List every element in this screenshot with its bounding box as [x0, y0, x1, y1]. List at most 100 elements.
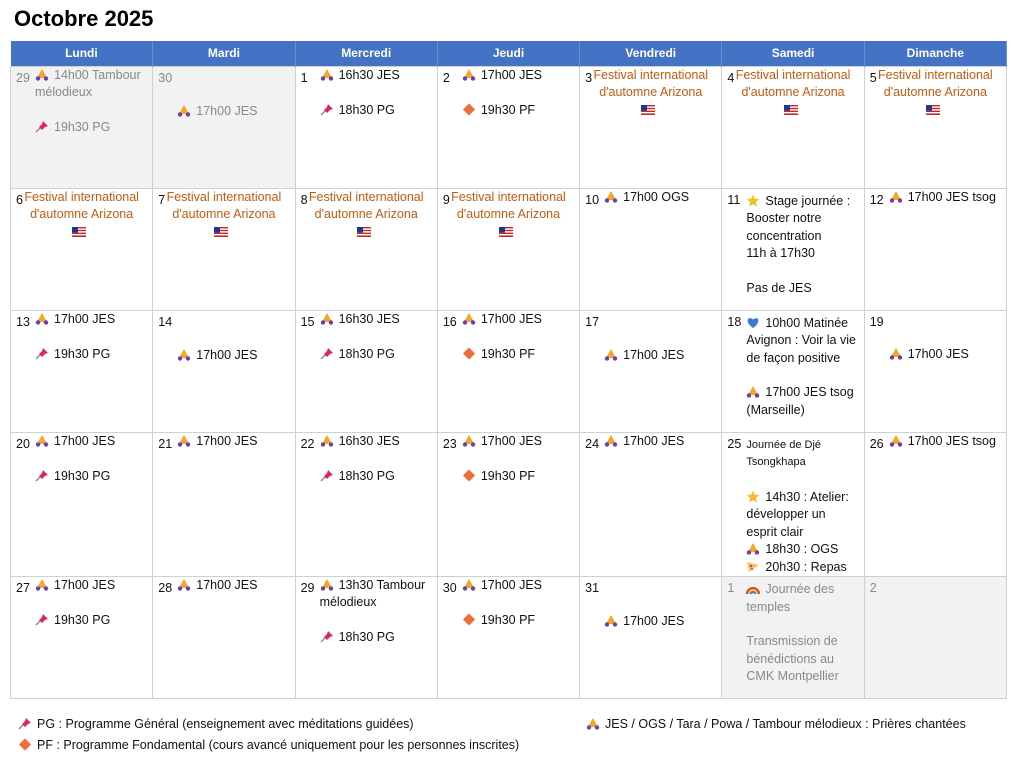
pin-icon: [18, 717, 32, 730]
day-cell[interactable]: 21 17h00 JES: [152, 431, 296, 577]
day-cell[interactable]: 16 17h00 JES 19h30 PF: [436, 309, 581, 433]
event[interactable]: 18h30 : OGS: [746, 541, 857, 559]
day-cell[interactable]: 24 17h00 JES: [579, 431, 723, 577]
event[interactable]: Transmission de bénédictions au CMK Mont…: [746, 633, 857, 686]
day-cell[interactable]: 19 17h00 JES: [863, 309, 1008, 433]
day-cell[interactable]: 13 17h00 JES 19h30 PG: [9, 309, 154, 433]
day-cell[interactable]: 26 17h00 JES tsog: [863, 431, 1008, 577]
event[interactable]: 17h00 JES tsog: [889, 189, 1000, 206]
diamond-icon: [462, 103, 476, 116]
day-cell[interactable]: 8 Festival international d'automne Arizon…: [294, 187, 438, 311]
day-cell[interactable]: 29 14h00 Tambour mélodieux 19h30 PG: [9, 65, 154, 189]
day-cell[interactable]: 23 17h00 JES 19h30 PF: [436, 431, 581, 577]
festival-text: Festival international d'automne Arizona: [593, 67, 709, 100]
event[interactable]: 17h00 OGS: [604, 189, 715, 206]
event[interactable]: 17h00 JES: [177, 577, 288, 594]
festival-event[interactable]: Festival international d'automne Arizona: [580, 67, 721, 120]
event-text: 14h00 Tambour mélodieux: [35, 67, 141, 99]
event[interactable]: 18h30 PG: [320, 102, 431, 119]
festival-event[interactable]: Festival international d'automne Arizona: [865, 67, 1006, 120]
event[interactable]: 18h30 PG: [320, 629, 431, 646]
day-cell[interactable]: 10 17h00 OGS: [579, 187, 723, 311]
day-cell[interactable]: 25 Journée de Djé Tsongkhapa 14h30 : Ateli…: [721, 431, 865, 577]
event[interactable]: 17h00 JES: [462, 67, 573, 84]
day-cell[interactable]: 2: [863, 576, 1008, 699]
festival-event[interactable]: Festival international d'automne Arizona: [438, 189, 579, 242]
event[interactable]: 17h00 JES: [177, 347, 288, 364]
event[interactable]: 17h00 JES: [462, 577, 573, 594]
day-cell[interactable]: 14 17h00 JES: [152, 309, 296, 433]
day-cell[interactable]: 4 Festival international d'automne Arizon…: [721, 65, 865, 189]
day-cell[interactable]: 28 17h00 JES: [152, 576, 296, 699]
event[interactable]: 18h30 PG: [320, 468, 431, 485]
day-cell[interactable]: 6 Festival international d'automne Arizon…: [9, 187, 154, 311]
event[interactable]: 17h00 JES: [604, 433, 715, 450]
event-text: 17h00 JES: [480, 578, 543, 592]
day-cell[interactable]: 15 16h30 JES 18h30 PG: [294, 309, 438, 433]
event[interactable]: 17h00 JES: [35, 311, 146, 328]
day-cell[interactable]: 12 17h00 JES tsog: [863, 187, 1008, 311]
event[interactable]: 19h30 PF: [462, 612, 573, 629]
day-cell[interactable]: 27 17h00 JES 19h30 PG: [9, 576, 154, 699]
event[interactable]: 16h30 JES: [320, 67, 431, 84]
event[interactable]: 14h30 : Atelier: développer un esprit cl…: [746, 489, 857, 542]
day-cell[interactable]: 29 13h30 Tambour mélodieux 18h30 PG: [294, 576, 438, 699]
event[interactable]: Journée des temples: [746, 581, 857, 616]
day-cell[interactable]: 5 Festival international d'automne Arizon…: [863, 65, 1008, 189]
event[interactable]: 19h30 PG: [35, 119, 146, 136]
event[interactable]: 18h30 PG: [320, 346, 431, 363]
event[interactable]: Pas de JES: [746, 280, 857, 298]
day-cell[interactable]: 11 Stage journée : Booster notre concentr…: [721, 187, 865, 311]
day-cell[interactable]: 18 10h00 Matinée Avignon : Voir la vie de…: [721, 309, 865, 433]
event[interactable]: 17h00 JES: [177, 433, 288, 450]
event[interactable]: 14h00 Tambour mélodieux: [35, 67, 146, 101]
day-cell[interactable]: 22 16h30 JES 18h30 PG: [294, 431, 438, 577]
day-cell[interactable]: 2 17h00 JES 19h30 PF: [436, 65, 581, 189]
day-cell[interactable]: 31 17h00 JES: [579, 576, 723, 699]
event[interactable]: Journée de Djé Tsongkhapa: [746, 437, 857, 472]
event[interactable]: 16h30 JES: [320, 311, 431, 328]
pray-icon: [177, 434, 191, 447]
day-cell[interactable]: 9 Festival international d'automne Arizon…: [436, 187, 581, 311]
festival-event[interactable]: Festival international d'automne Arizona: [11, 189, 152, 242]
day-cell[interactable]: 20 17h00 JES 19h30 PG: [9, 431, 154, 577]
event[interactable]: 13h30 Tambour mélodieux: [320, 577, 431, 611]
day-cell[interactable]: 1 16h30 JES 18h30 PG: [294, 65, 438, 189]
event[interactable]: 19h30 PG: [35, 346, 146, 363]
event[interactable]: 17h00 JES tsog: [889, 433, 1000, 450]
event[interactable]: 17h00 JES: [177, 103, 288, 120]
event[interactable]: 17h00 JES: [462, 433, 573, 450]
event[interactable]: 17h00 JES: [35, 433, 146, 450]
day-cell[interactable]: 17 17h00 JES: [579, 309, 723, 433]
event[interactable]: 11h à 17h30: [746, 245, 857, 263]
day-cell[interactable]: 30 17h00 JES 19h30 PF: [436, 576, 581, 699]
event[interactable]: 17h00 JES: [604, 613, 715, 630]
event[interactable]: Stage journée : Booster notre concentrat…: [746, 193, 857, 246]
event[interactable]: 17h00 JES tsog (Marseille): [746, 384, 857, 419]
event[interactable]: 19h30 PG: [35, 468, 146, 485]
event[interactable]: 17h00 JES: [462, 311, 573, 328]
event[interactable]: 17h00 JES: [889, 346, 1000, 363]
event[interactable]: 10h00 Matinée Avignon : Voir la vie de f…: [746, 315, 857, 368]
event[interactable]: 19h30 PF: [462, 468, 573, 485]
event[interactable]: 16h30 JES: [320, 433, 431, 450]
event[interactable]: 20h30 : Repas: [746, 559, 857, 577]
day-cell[interactable]: 3 Festival international d'automne Arizon…: [579, 65, 723, 189]
event[interactable]: 17h00 JES: [35, 577, 146, 594]
pray-icon: [320, 312, 334, 325]
event[interactable]: 19h30 PF: [462, 102, 573, 119]
day-cell[interactable]: 7 Festival international d'automne Arizon…: [152, 187, 296, 311]
day-number: 18: [727, 314, 742, 329]
festival-event[interactable]: Festival international d'automne Arizona: [722, 67, 863, 120]
event[interactable]: 19h30 PG: [35, 612, 146, 629]
event-text: 18h30 PG: [338, 346, 395, 361]
day-cell[interactable]: 30 17h00 JES: [152, 65, 296, 189]
event-text: 10h00 Matinée Avignon : Voir la vie de f…: [746, 315, 856, 365]
day-cell[interactable]: 1 Journée des temples Transmission de béné…: [721, 576, 865, 699]
event[interactable]: 17h00 JES: [604, 347, 715, 364]
festival-event[interactable]: Festival international d'automne Arizona: [296, 189, 437, 242]
pray-icon: [320, 578, 334, 591]
event-text: 19h30 PG: [54, 346, 111, 361]
festival-event[interactable]: Festival international d'automne Arizona: [153, 189, 294, 242]
event[interactable]: 19h30 PF: [462, 346, 573, 363]
